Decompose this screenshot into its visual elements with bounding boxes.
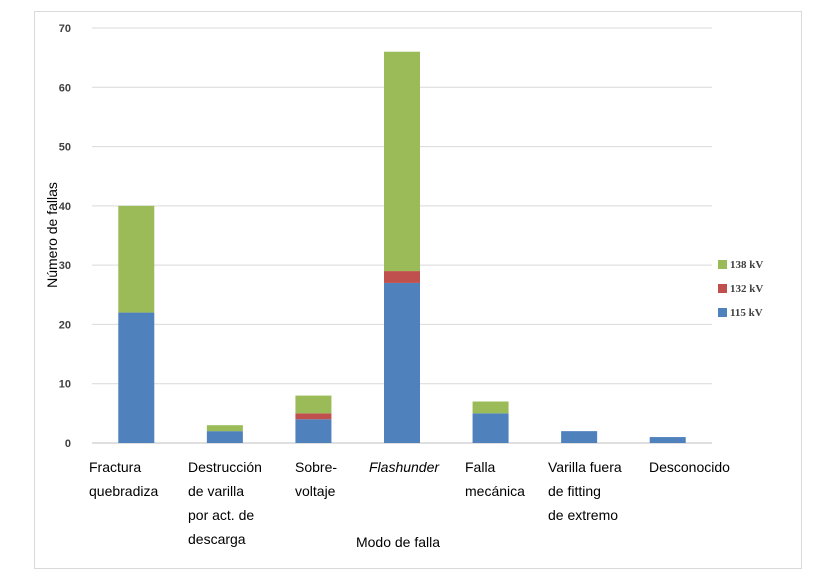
x-category-label: Varilla fuera (548, 459, 622, 475)
bar-segment-115-kv (206, 431, 243, 443)
x-category-label: Sobre- (295, 459, 337, 475)
y-tick-label: 70 (59, 23, 71, 35)
x-category-label: Flashunder (369, 459, 440, 475)
bar-segment-138-kv (472, 401, 509, 414)
bar-segment-115-kv (649, 437, 686, 443)
bar-segment-132-kv (295, 413, 332, 420)
bar-segment-115-kv (561, 431, 598, 443)
y-tick-label: 0 (65, 438, 71, 450)
bar-segment-115-kv (384, 282, 420, 443)
x-category-label: de fitting (548, 483, 601, 499)
x-axis-title: Modo de falla (356, 534, 440, 550)
bar-segment-138-kv (118, 205, 155, 313)
y-tick-label: 40 (59, 201, 71, 213)
x-category-label: descarga (188, 531, 246, 547)
bar-segment-115-kv (472, 413, 509, 443)
bar-segment-138-kv (206, 425, 243, 432)
y-tick-label: 10 (59, 379, 71, 391)
legend-label: 132 kV (730, 283, 763, 295)
x-category-label: Fractura (89, 459, 141, 475)
x-category-label: voltaje (295, 483, 336, 499)
x-category-label: Destrucción (188, 459, 262, 475)
bar-segment-138-kv (295, 395, 332, 414)
y-tick-label: 20 (59, 319, 71, 331)
x-category-label: de varilla (188, 483, 244, 499)
bar-segment-138-kv (384, 51, 420, 272)
x-category-label: Desconocido (649, 459, 730, 475)
x-category-label: por act. de (188, 507, 254, 523)
x-category-label: Falla (465, 459, 496, 475)
x-category-label: de extremo (548, 507, 618, 523)
y-tick-label: 50 (59, 142, 71, 154)
y-tick-label: 30 (59, 260, 71, 272)
x-category-label: mecánica (465, 483, 525, 499)
bar-segment-132-kv (384, 271, 420, 283)
y-axis-title: Número de fallas (44, 182, 60, 288)
x-category-label: quebradiza (89, 483, 158, 499)
bar-segment-115-kv (295, 419, 332, 443)
legend-label: 115 kV (730, 307, 763, 319)
legend-swatch (718, 308, 727, 317)
legend-label: 138 kV (730, 259, 763, 271)
legend-swatch (718, 284, 727, 293)
bar-segment-115-kv (118, 312, 155, 443)
legend-swatch (718, 260, 727, 269)
y-tick-label: 60 (59, 82, 71, 94)
